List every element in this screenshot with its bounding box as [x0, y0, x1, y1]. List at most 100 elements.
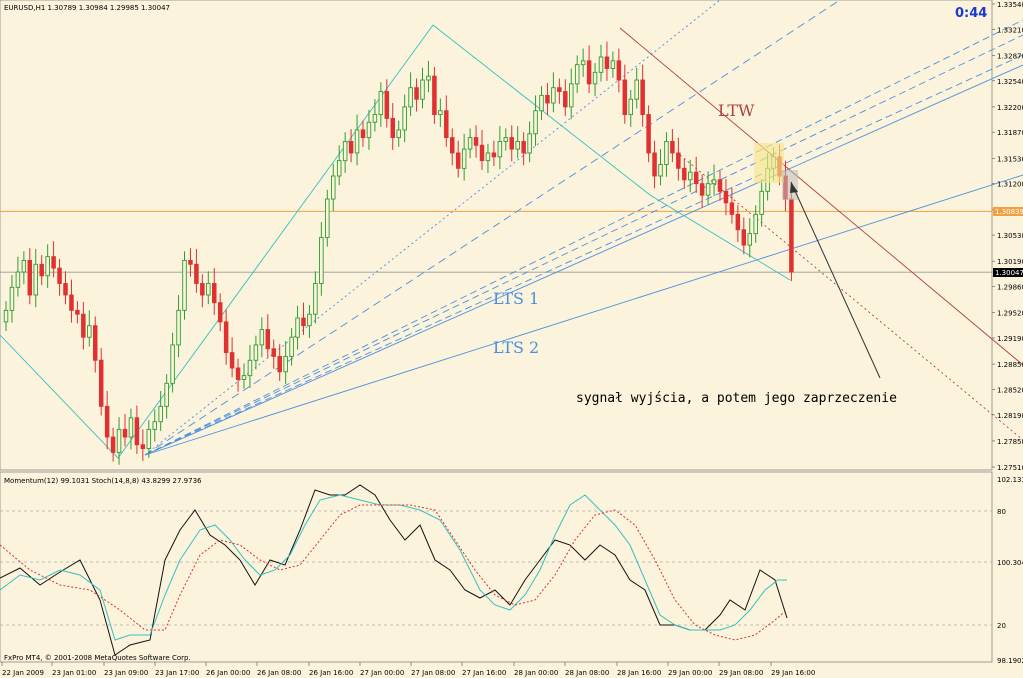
- candle-body: [569, 83, 574, 108]
- candle-body: [658, 164, 663, 177]
- candle-body: [354, 129, 360, 154]
- candle-body: [206, 283, 211, 296]
- candle-body: [134, 417, 140, 446]
- candle-body: [497, 140, 503, 158]
- candle-body: [235, 367, 241, 380]
- candle-body: [455, 152, 461, 169]
- price-label: 1.27510: [997, 464, 1023, 472]
- candle-body: [402, 106, 407, 131]
- candle-body: [753, 213, 758, 235]
- price-label: 1.29190: [997, 335, 1023, 343]
- lts1-trendline-b: [144, 34, 1023, 456]
- candle-body: [414, 87, 419, 100]
- fan-line-dotted: [144, 0, 721, 456]
- stoch-main-line: [0, 494, 787, 641]
- candle-body: [610, 60, 616, 69]
- candle-body: [735, 213, 741, 231]
- candle-body: [527, 133, 532, 154]
- candle-body: [551, 87, 556, 104]
- candle-body: [688, 171, 693, 181]
- candle-body: [485, 152, 491, 162]
- candle-body: [223, 321, 229, 354]
- candle-body: [670, 140, 675, 154]
- time-label: 29 Jan 00:00: [668, 669, 712, 677]
- candle-body: [295, 317, 300, 338]
- time-label: 29 Jan 08:00: [719, 669, 763, 677]
- candle-body: [247, 359, 253, 377]
- candle-body: [265, 329, 271, 350]
- lts1-trendline: [144, 54, 1023, 456]
- candle-body: [390, 117, 396, 139]
- candle-body: [128, 417, 134, 438]
- candle-body: [438, 110, 443, 116]
- candle-body: [444, 110, 449, 139]
- price-label: 1.31870: [997, 129, 1023, 137]
- candle-body: [289, 336, 294, 357]
- candle-body: [467, 137, 473, 150]
- candle-body: [384, 91, 390, 119]
- candle-body: [152, 421, 157, 430]
- symbol-header: EURUSD,H1 1.30789 1.30984 1.29985 1.3004…: [4, 4, 170, 12]
- candle-body: [241, 375, 247, 380]
- candle-body: [646, 114, 651, 154]
- lts1-trendline-c: [144, 19, 1023, 456]
- level-tag-box: [993, 207, 1023, 216]
- time-label: 27 Jan 16:00: [462, 669, 506, 677]
- candle-body: [479, 144, 485, 162]
- candle-body: [331, 175, 336, 200]
- price-label: 1.28850: [997, 361, 1023, 369]
- candle-body: [21, 260, 27, 273]
- ltw-label: LTW: [718, 101, 755, 120]
- time-label: 22 Jan 2009: [2, 669, 44, 677]
- level-tag: 1.30839: [995, 208, 1023, 216]
- price-label: 1.32540: [997, 78, 1023, 86]
- price-label: 1.33540: [997, 1, 1023, 9]
- current-price-tag: 1.30047: [995, 269, 1023, 277]
- zigzag-line: [0, 24, 791, 459]
- candle-body: [348, 140, 354, 154]
- candles-layer: [3, 41, 794, 465]
- price-label: 1.29520: [997, 310, 1023, 318]
- candle-body: [408, 87, 413, 108]
- candle-body: [396, 129, 401, 139]
- candle-body: [789, 198, 794, 273]
- candle-body: [301, 317, 306, 327]
- indicator-plot-area[interactable]: [0, 471, 993, 663]
- candle-body: [664, 140, 669, 165]
- candle-body: [63, 283, 68, 296]
- candle-body: [3, 309, 9, 323]
- lts1-trendline-solid: [144, 64, 1023, 456]
- time-label: 23 Jan 09:00: [104, 669, 148, 677]
- time-label: 27 Jan 00:00: [360, 669, 404, 677]
- ltw-dotted-line: [679, 154, 1023, 441]
- candle-body: [545, 94, 550, 104]
- candle-body: [622, 79, 628, 116]
- candle-body: [116, 428, 122, 453]
- candle-body: [652, 152, 657, 177]
- lts2-label: LTS 2: [493, 338, 539, 357]
- candle-body: [15, 271, 21, 288]
- time-label: 28 Jan 16:00: [617, 669, 661, 677]
- candle-body: [211, 283, 217, 304]
- price-label: 1.32870: [997, 52, 1023, 60]
- ltw-trendline: [619, 27, 1023, 366]
- candle-body: [336, 160, 342, 177]
- candle-body: [598, 56, 604, 73]
- candle-body: [283, 355, 288, 373]
- candle-body: [110, 436, 116, 453]
- candle-body: [563, 91, 568, 108]
- time-label: 26 Jan 16:00: [309, 669, 353, 677]
- candle-body: [271, 348, 277, 357]
- candle-body: [253, 344, 259, 361]
- candle-body: [426, 75, 431, 81]
- lts2-trendline: [144, 174, 1023, 456]
- candle-body: [75, 309, 80, 315]
- price-label: 1.30530: [997, 232, 1023, 240]
- candle-body: [515, 140, 520, 150]
- candle-body: [366, 121, 372, 139]
- candle-body: [45, 256, 50, 277]
- candle-body: [574, 64, 580, 85]
- indicator-scale-label: 102.1335: [997, 476, 1023, 484]
